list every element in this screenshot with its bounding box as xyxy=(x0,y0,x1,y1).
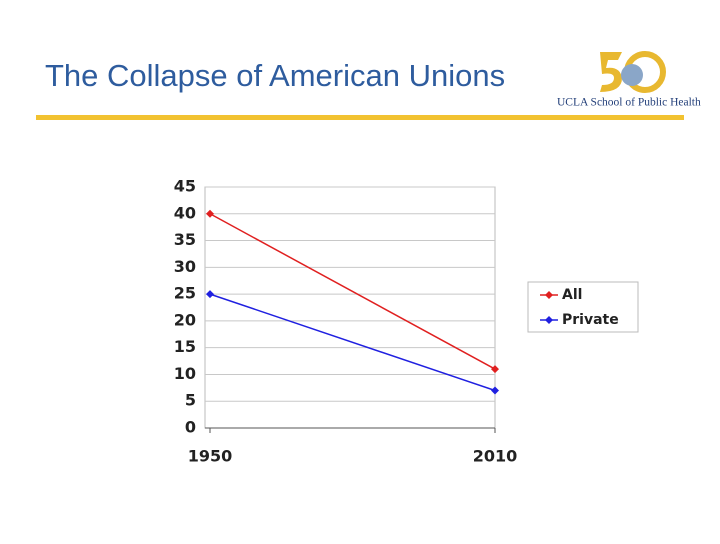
x-tick-label: 2010 xyxy=(473,447,518,466)
y-tick-label: 20 xyxy=(174,310,196,329)
logo: UCLA School of Public Health xyxy=(557,51,701,109)
data-point xyxy=(206,290,214,299)
y-tick-label: 0 xyxy=(185,418,196,437)
data-point xyxy=(491,386,499,395)
title-rule xyxy=(36,115,684,120)
y-tick-label: 5 xyxy=(185,391,196,410)
legend-label: Private xyxy=(562,312,619,328)
series-line xyxy=(209,293,496,392)
y-tick-label: 45 xyxy=(174,177,196,196)
legend-marker xyxy=(545,316,553,324)
slide-title: The Collapse of American Unions xyxy=(45,58,505,93)
y-tick-label: 30 xyxy=(174,257,196,276)
y-tick-label: 25 xyxy=(174,284,196,303)
data-point xyxy=(491,365,499,374)
x-tick-label: 1950 xyxy=(188,447,233,466)
y-tick-label: 10 xyxy=(174,364,196,383)
legend xyxy=(527,281,639,333)
legend-label: All xyxy=(562,287,582,303)
data-point xyxy=(206,209,214,218)
y-tick-label: 40 xyxy=(174,203,196,222)
logo-text: UCLA School of Public Health xyxy=(557,97,701,109)
legend-marker xyxy=(545,291,553,299)
series-line xyxy=(209,213,496,370)
logo-globe xyxy=(621,64,643,86)
logo-mark xyxy=(600,52,622,92)
y-tick-label: 15 xyxy=(174,337,196,356)
y-tick-label: 35 xyxy=(174,230,196,249)
